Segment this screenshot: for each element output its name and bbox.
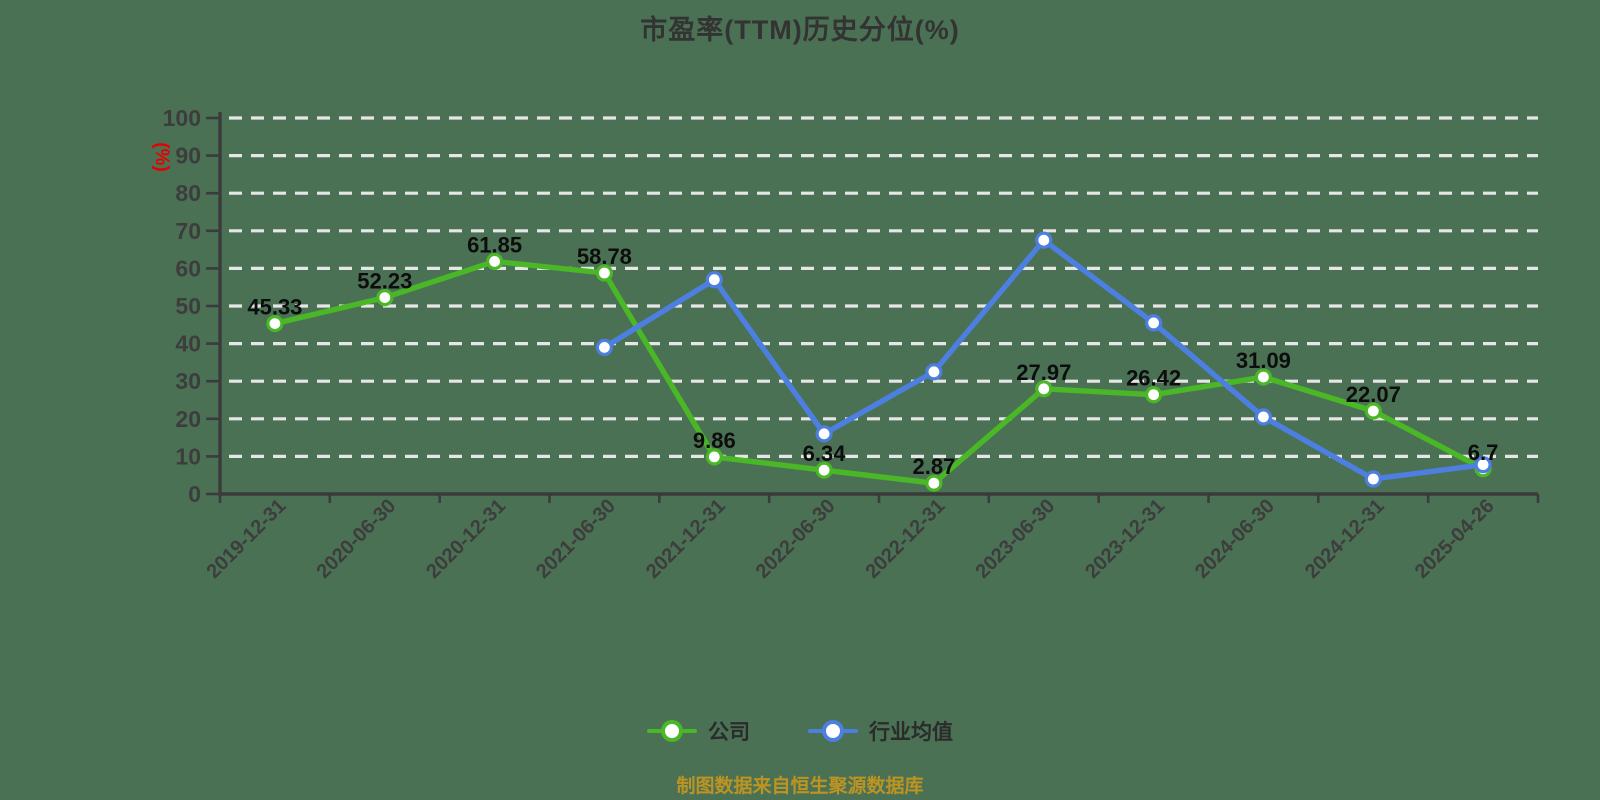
legend-label-company: 公司 [708, 721, 750, 744]
x-tick-label: 2020-06-30 [312, 495, 400, 583]
y-tick-label: 80 [175, 180, 201, 206]
data-point-company[interactable] [1144, 386, 1163, 404]
data-label: 27.97 [1016, 360, 1071, 385]
y-tick-label: 70 [175, 218, 201, 244]
data-point-company[interactable] [815, 461, 833, 479]
y-tick-label: 50 [175, 293, 201, 319]
y-tick-label: 0 [188, 481, 201, 507]
data-point-company[interactable] [486, 252, 504, 270]
data-point-industry-average[interactable] [1144, 314, 1163, 332]
source-note: 制图数据来自恒生聚源数据库 [676, 776, 924, 797]
series-line-company[interactable] [272, 258, 1486, 486]
line-series-marker-icon [647, 720, 697, 742]
data-label: 6.34 [803, 441, 847, 466]
data-point-company[interactable] [266, 315, 284, 333]
data-label: 9.86 [693, 428, 736, 453]
x-tick-label: 2024-06-30 [1191, 495, 1279, 583]
legend-label-industry-average: 行业均值 [869, 721, 953, 744]
data-label: 61.85 [467, 232, 522, 257]
data-label: 2.87 [912, 454, 955, 479]
line-series-marker-icon [808, 720, 858, 742]
x-tick-label: 2024-12-31 [1301, 495, 1389, 583]
data-label: 22.07 [1346, 382, 1401, 407]
data-point-industry-average[interactable] [925, 363, 943, 381]
data-label: 31.09 [1236, 348, 1291, 373]
legend: 公司 行业均值 [0, 716, 1600, 746]
data-point-industry-average[interactable] [595, 338, 614, 356]
data-label: 6.7 [1468, 440, 1499, 465]
data-label: 26.42 [1126, 366, 1181, 391]
data-point-industry-average[interactable] [1474, 456, 1492, 474]
y-tick-label: 90 [175, 143, 201, 169]
data-point-industry-average[interactable] [815, 425, 833, 443]
data-point-company[interactable] [376, 289, 394, 307]
x-tick-label: 2023-12-31 [1081, 495, 1169, 583]
axis-lines [218, 112, 1538, 496]
y-tick-label: 20 [175, 406, 201, 432]
y-tick-label: 30 [175, 368, 201, 394]
data-point-company[interactable] [1254, 368, 1273, 386]
data-point-company[interactable] [595, 264, 614, 282]
x-tick-label: 2021-12-31 [642, 495, 730, 583]
x-tick-label: 2025-04-26 [1411, 495, 1499, 583]
data-point-industry-average[interactable] [705, 271, 723, 289]
x-tick-label: 2022-12-31 [862, 495, 950, 583]
data-point-company[interactable] [925, 474, 943, 492]
x-tick-label: 2019-12-31 [203, 495, 291, 583]
data-label: 58.78 [577, 244, 632, 269]
x-tick-label: 2020-12-31 [422, 495, 510, 583]
x-tick-label: 2021-06-30 [532, 495, 620, 583]
data-point-company[interactable] [1035, 380, 1053, 398]
legend-item-company[interactable]: 公司 [647, 716, 750, 746]
data-label: 52.23 [357, 269, 412, 294]
y-tick-label: 100 [163, 105, 201, 131]
legend-item-industry-average[interactable]: 行业均值 [808, 716, 953, 746]
data-point-company[interactable] [705, 448, 723, 466]
data-point-industry-average[interactable] [1364, 470, 1382, 488]
y-axis-unit-label: (%) [151, 142, 172, 172]
y-tick-label: 40 [175, 331, 201, 357]
x-tick-label: 2023-06-30 [971, 495, 1059, 583]
y-tick-label: 10 [175, 443, 201, 469]
x-tick-label: 2022-06-30 [752, 495, 840, 583]
data-point-industry-average[interactable] [1254, 408, 1273, 426]
y-tick-label: 60 [175, 255, 201, 281]
chart-title: 市盈率(TTM)历史分位(%) [640, 15, 960, 45]
data-point-industry-average[interactable] [1035, 231, 1053, 249]
data-point-company[interactable] [1364, 402, 1382, 420]
data-label: 45.33 [247, 295, 302, 320]
